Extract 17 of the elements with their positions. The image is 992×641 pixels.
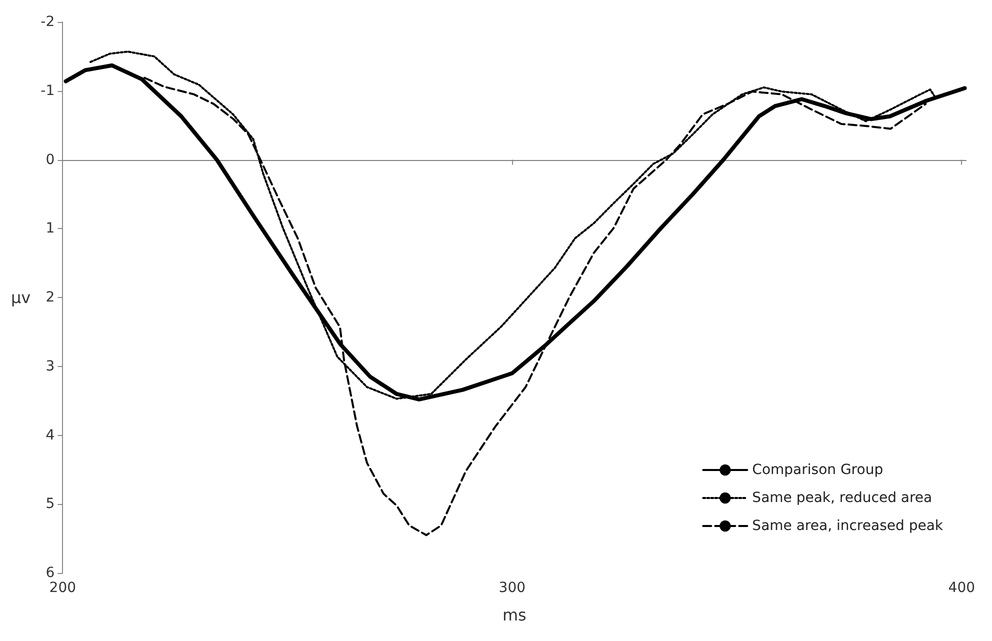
y-axis-title: μv xyxy=(10,288,31,307)
y-tick-label: -1 xyxy=(40,82,55,99)
y-tick-label: 6 xyxy=(46,565,55,581)
x-tick-label: 200 xyxy=(49,580,76,596)
x-tick-label: 300 xyxy=(498,580,526,596)
y-tick-label: 1 xyxy=(46,220,55,237)
legend-label: Comparison Group xyxy=(752,462,884,478)
y-tick-label: 5 xyxy=(46,496,55,512)
legend-label: Same peak, reduced area xyxy=(752,490,932,506)
x-tick-label: 400 xyxy=(948,580,976,596)
y-tick-label: 4 xyxy=(46,427,55,444)
y-tick-label: 0 xyxy=(46,152,55,168)
x-axis-title: ms xyxy=(502,606,526,624)
y-tick-label: 3 xyxy=(46,358,55,374)
legend-label: Same area, increased peak xyxy=(752,518,944,534)
y-tick-label: -2 xyxy=(40,14,55,30)
y-tick-label: 2 xyxy=(46,290,55,306)
